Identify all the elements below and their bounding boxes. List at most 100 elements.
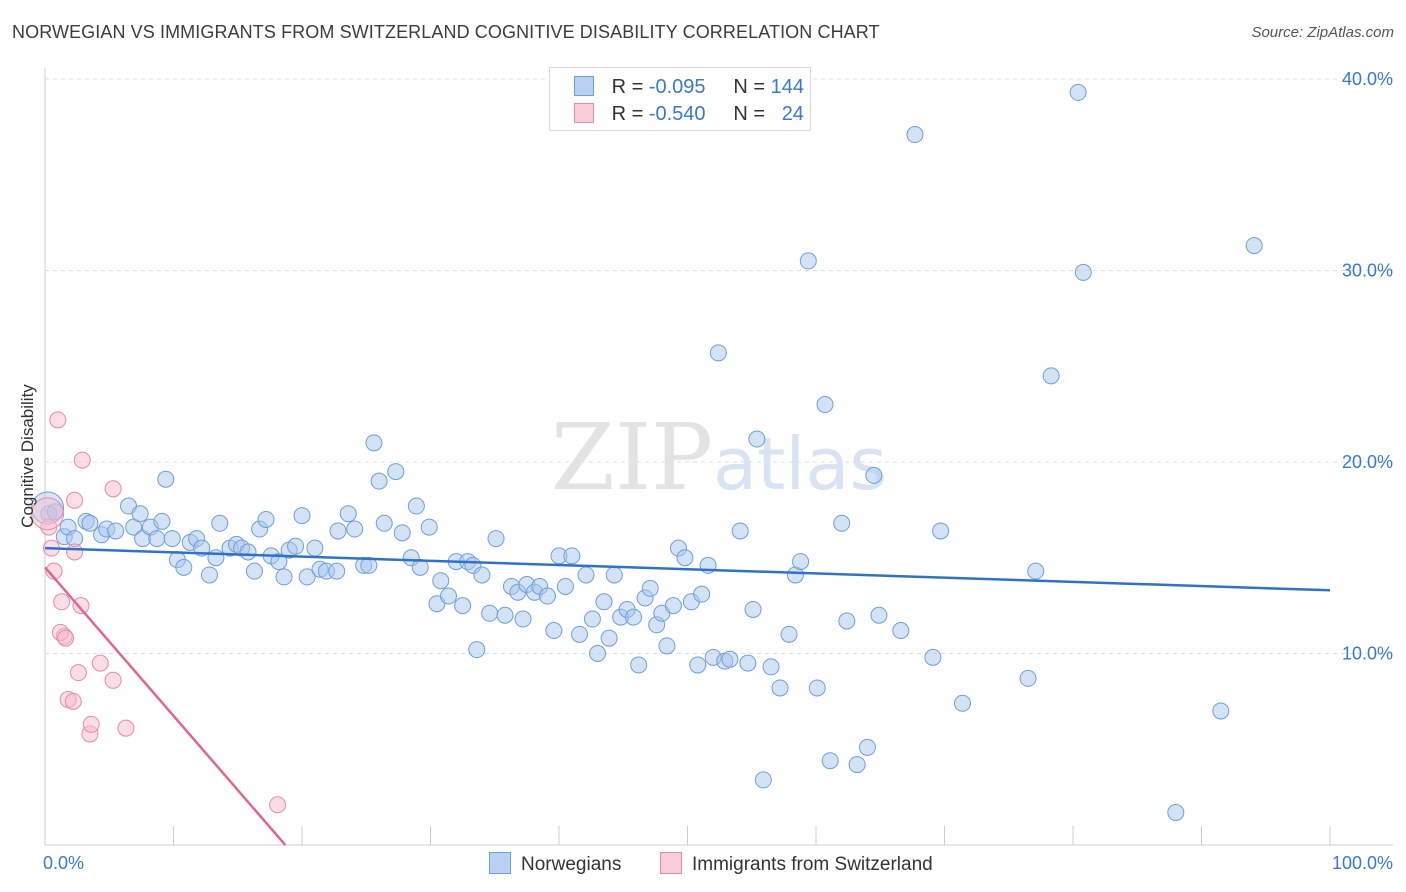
trend-lines xyxy=(44,546,1331,846)
norwegian-point xyxy=(131,505,149,523)
swiss-point xyxy=(91,654,109,672)
norwegian-point xyxy=(420,518,438,536)
watermark-atlas: atlas xyxy=(713,422,887,506)
norwegian-point xyxy=(744,600,762,618)
norwegian-point xyxy=(754,771,772,789)
norwegian-point xyxy=(454,597,472,615)
norwegian-point xyxy=(298,568,316,586)
norwegian-point xyxy=(870,606,888,624)
norwegian-point xyxy=(200,566,218,584)
norwegian-point xyxy=(676,549,694,567)
norwegian-point xyxy=(207,549,225,567)
swiss-point xyxy=(66,543,84,561)
norwegian-point xyxy=(1167,803,1185,821)
norwegian-point xyxy=(571,625,589,643)
swiss-legend-swatch xyxy=(660,852,682,874)
norwegian-point xyxy=(664,597,682,615)
norwegian-point xyxy=(370,472,388,490)
norwegian-point xyxy=(468,641,486,659)
norwegian-point xyxy=(293,507,311,525)
swiss-point xyxy=(73,451,91,469)
norwegian-point xyxy=(709,344,727,362)
norwegian-point xyxy=(473,566,491,584)
norwegian-point xyxy=(833,514,851,532)
norwegian-point xyxy=(625,608,643,626)
norwegian-point xyxy=(487,530,505,548)
norwegian-point xyxy=(721,650,739,668)
chart-title: NORWEGIAN VS IMMIGRANTS FROM SWITZERLAND… xyxy=(12,22,880,42)
y-axis-label: Cognitive Disability xyxy=(18,384,37,528)
norwegians-swatch xyxy=(574,76,594,96)
norwegian-point xyxy=(641,579,659,597)
norwegian-point xyxy=(375,514,393,532)
legend-label: Norwegians xyxy=(521,854,622,875)
swiss-trend-line xyxy=(44,566,287,846)
norwegian-point xyxy=(658,637,676,655)
norwegian-point xyxy=(1069,83,1087,101)
norwegian-point xyxy=(858,738,876,756)
stats-row-swiss: R = -0.540 N = 24 xyxy=(574,103,804,127)
n-value: 24 xyxy=(781,103,804,125)
norwegian-point xyxy=(538,587,556,605)
axes xyxy=(44,68,1393,846)
norwegian-point xyxy=(211,514,229,532)
swiss-point xyxy=(104,480,122,498)
legend-item-norwegians: Norwegians xyxy=(489,852,621,876)
legend-item-swiss: Immigrants from Switzerland xyxy=(660,852,933,876)
norwegian-point xyxy=(175,558,193,576)
tick-labels: 10.0% 20.0% 30.0% 40.0% 0.0% 100.0% xyxy=(43,69,1393,873)
r-label: R = xyxy=(611,103,644,125)
n-label: N = xyxy=(733,103,766,125)
norwegian-point xyxy=(577,566,595,584)
legend-label: Immigrants from Switzerland xyxy=(692,854,933,875)
norwegian-point xyxy=(365,434,383,452)
swiss-point xyxy=(66,491,84,509)
swiss-point xyxy=(82,715,100,733)
norwegian-point xyxy=(1027,562,1045,580)
n-value: 144 xyxy=(770,76,804,98)
norwegian-point xyxy=(821,752,839,770)
norwegian-point xyxy=(748,430,766,448)
norwegian-point xyxy=(600,629,618,647)
r-value: -0.540 xyxy=(648,103,706,125)
swiss-point xyxy=(53,593,71,611)
norwegian-point xyxy=(556,577,574,595)
norwegian-point xyxy=(275,568,293,586)
norwegian-point xyxy=(245,562,263,580)
norwegian-point xyxy=(407,497,425,515)
norwegian-point xyxy=(339,505,357,523)
norwegian-point xyxy=(693,585,711,603)
swiss-point xyxy=(49,411,67,429)
watermark: ZIP atlas xyxy=(551,404,887,511)
norwegian-point xyxy=(360,556,378,574)
norwegian-point xyxy=(496,606,514,624)
norwegian-point xyxy=(689,656,707,674)
norwegian-point xyxy=(1212,702,1230,720)
norwegian-point xyxy=(563,547,581,565)
norwegian-point xyxy=(107,522,125,540)
norwegian-point xyxy=(239,543,257,561)
swiss-point xyxy=(104,671,122,689)
norwegians-legend-swatch xyxy=(489,852,511,874)
norwegian-point xyxy=(157,470,175,488)
x-tick-label: 0.0% xyxy=(43,853,84,873)
norwegian-point xyxy=(892,622,910,640)
norwegian-point xyxy=(799,252,817,270)
norwegian-point xyxy=(1019,669,1037,687)
norwegian-point xyxy=(630,656,648,674)
norwegian-point xyxy=(153,512,171,530)
norwegian-point xyxy=(848,756,866,774)
norwegian-point xyxy=(270,553,288,571)
norwegian-point xyxy=(762,658,780,676)
swiss-point xyxy=(64,692,82,710)
y-tick-label: 20.0% xyxy=(1342,452,1393,472)
norwegian-point xyxy=(329,522,347,540)
source-label: Source: ZipAtlas.com xyxy=(1251,24,1394,41)
norwegian-point xyxy=(906,126,924,144)
norwegians-points xyxy=(31,83,1263,821)
norwegian-point xyxy=(328,562,346,580)
norwegian-point xyxy=(739,654,757,672)
norwegian-point xyxy=(583,610,601,628)
swiss-point xyxy=(269,796,287,814)
